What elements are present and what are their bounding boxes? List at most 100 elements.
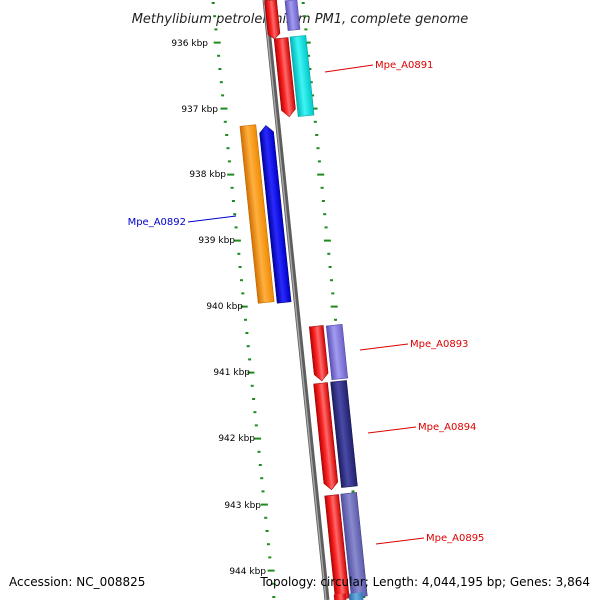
- tick-dot: [218, 68, 222, 70]
- tick-dot: [330, 279, 333, 282]
- tick-dot: [246, 345, 250, 348]
- tick-dot: [323, 239, 331, 242]
- tick-dot: [331, 292, 335, 295]
- tick-dot: [267, 569, 275, 572]
- gene-Mpe_A0891-cds[interactable]: [289, 35, 315, 117]
- gene-Mpe_A0891[interactable]: [273, 37, 296, 118]
- gene-Mpe_A0893[interactable]: [308, 325, 329, 382]
- tick-label-943: 943 kbp: [224, 501, 261, 511]
- tick-dot: [260, 477, 264, 480]
- tick-dot: [250, 384, 254, 387]
- gene-track: [239, 0, 368, 600]
- tick-dot: [221, 94, 225, 97]
- tick-dot: [254, 437, 262, 440]
- tick-dot: [328, 266, 332, 268]
- label-Mpe_A0891[interactable]: Mpe_A0891: [375, 60, 433, 71]
- tick-dot: [240, 279, 243, 282]
- tick-dot: [261, 490, 265, 493]
- tick-dot: [219, 81, 223, 84]
- tick-dot: [323, 213, 327, 216]
- tick-dot: [307, 54, 311, 57]
- tick-label-942: 942 kbp: [218, 434, 255, 444]
- tick-dot: [272, 596, 276, 598]
- tick-dot: [270, 582, 274, 585]
- tick-dot: [317, 160, 321, 163]
- gene-Mpe_A0894-cds[interactable]: [330, 380, 358, 488]
- tick-dot: [220, 107, 228, 110]
- tick-dot: [266, 543, 270, 546]
- tick-label-938: 938 kbp: [189, 170, 226, 180]
- tick-dot: [253, 411, 257, 414]
- tick-dot: [223, 120, 227, 123]
- topology-text: Topology: circular; Length: 4,044,195 bp…: [259, 575, 590, 589]
- tick-dot: [240, 305, 248, 308]
- gene-Mpe_A0893-cds[interactable]: [325, 324, 349, 380]
- tick-label-936: 936 kbp: [171, 39, 208, 49]
- label-Mpe_A0893[interactable]: Mpe_A0893: [410, 339, 468, 350]
- gene-Mpe_A0892[interactable]: [259, 125, 292, 304]
- gene-partial-top-red[interactable]: [264, 0, 281, 40]
- tick-dot: [320, 186, 324, 189]
- tick-dot: [247, 371, 255, 374]
- tick-dot: [303, 41, 311, 44]
- gene-partial-top-purple[interactable]: [284, 0, 301, 31]
- tick-dot: [217, 54, 221, 57]
- tick-dot: [330, 305, 338, 308]
- tick-dot: [327, 252, 331, 255]
- genome-backbone: [262, 0, 330, 600]
- tick-dot: [315, 134, 319, 136]
- map-title: Methylibium petroleiphilum PM1, complete…: [132, 12, 469, 27]
- tick-dot: [225, 134, 229, 136]
- tick-dot: [214, 28, 218, 31]
- label-Mpe_A0892[interactable]: Mpe_A0892: [128, 217, 186, 228]
- gene-partial-bottom-red[interactable]: [333, 593, 347, 600]
- tick-dot: [268, 556, 272, 559]
- tick-dot: [227, 160, 231, 163]
- tick-dot: [245, 332, 249, 334]
- tick-dot: [362, 596, 366, 598]
- tick-dot: [226, 147, 230, 150]
- tick-dot: [311, 94, 315, 97]
- label-Mpe_A0894[interactable]: Mpe_A0894: [418, 422, 476, 433]
- gene-Mpe_A0894[interactable]: [313, 382, 339, 491]
- tick-dot: [317, 173, 325, 176]
- leader-Mpe_A0894: [367, 426, 417, 434]
- tick-dot: [241, 292, 245, 295]
- tick-dot: [233, 213, 237, 216]
- leader-Mpe_A0893: [359, 343, 409, 351]
- tick-dot: [313, 120, 317, 123]
- gene-labels: Mpe_A0891 Mpe_A0892 Mpe_A0893 Mpe_A0894 …: [128, 60, 484, 545]
- tick-dot: [264, 516, 268, 519]
- tick-dot: [265, 530, 269, 532]
- tick-dot: [321, 200, 325, 202]
- tick-dot: [351, 490, 355, 493]
- leader-Mpe_A0891: [324, 64, 374, 73]
- leader-Mpe_A0895: [375, 537, 425, 545]
- tick-dot: [244, 318, 247, 321]
- tick-dot: [309, 81, 313, 84]
- tick-dot: [334, 318, 337, 321]
- tick-dot: [234, 226, 238, 229]
- tick-dot: [211, 2, 215, 4]
- label-Mpe_A0895[interactable]: Mpe_A0895: [426, 533, 484, 544]
- tick-dot: [324, 226, 328, 229]
- tick-dot: [237, 252, 241, 255]
- tick-dot: [258, 464, 262, 466]
- tick-dot: [252, 398, 256, 400]
- gene-Mpe_A0895-cds[interactable]: [340, 492, 368, 598]
- tick-label-937: 937 kbp: [181, 105, 218, 115]
- tick-dot: [227, 173, 235, 176]
- gene-Mpe_A0892-cds[interactable]: [239, 124, 275, 304]
- tick-dot: [213, 41, 221, 44]
- gene-partial-bottom-steel[interactable]: [348, 592, 364, 600]
- tick-dot: [231, 200, 235, 202]
- tick-dot: [233, 239, 241, 242]
- tick-dot: [230, 186, 234, 189]
- tick-dot: [304, 28, 308, 31]
- tick-label-940: 940 kbp: [206, 302, 243, 312]
- genome-backbone-highlight: [263, 0, 327, 600]
- tick-label-939: 939 kbp: [198, 236, 235, 246]
- kbp-tick-labels: 936 kbp 937 kbp 938 kbp 939 kbp 940 kbp …: [171, 39, 266, 577]
- tick-label-941: 941 kbp: [213, 368, 250, 378]
